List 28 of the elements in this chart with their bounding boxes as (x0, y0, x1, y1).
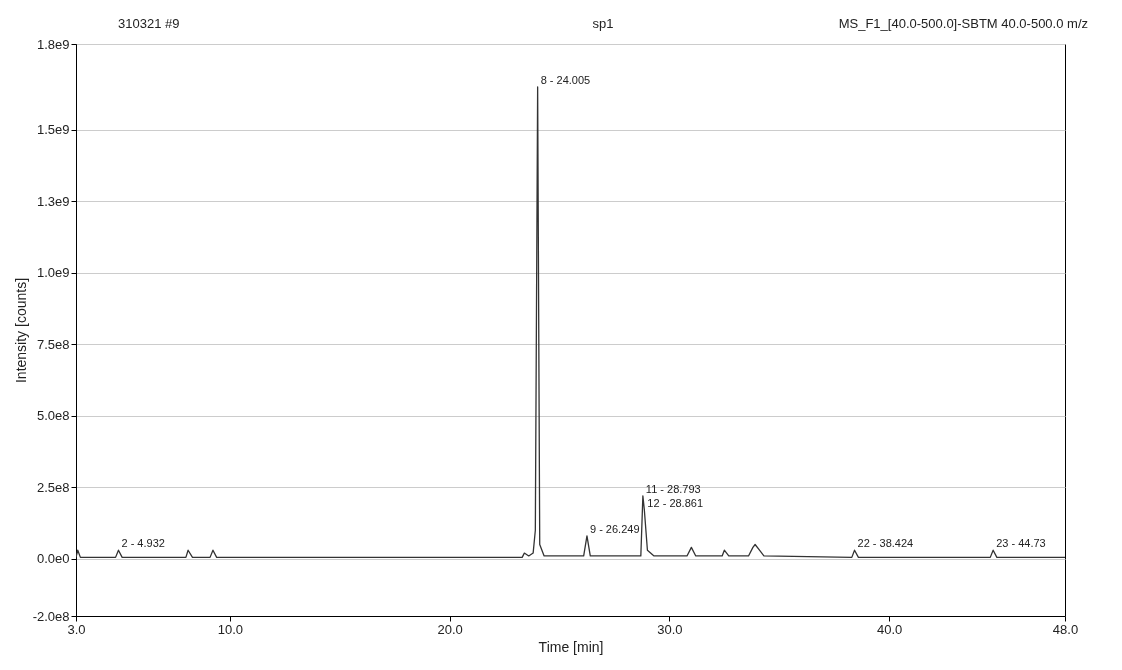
x-tick-label: 20.0 (437, 621, 463, 637)
annotation: 23 - 44.73 (996, 537, 1046, 550)
x-axis-title: Time [min] (538, 638, 604, 655)
line-series (76, 86, 1065, 559)
y-tick-label: 7.5e8 (36, 336, 70, 352)
y-tick-label: 1.0e9 (36, 265, 70, 281)
y-tick-label: 1.5e9 (36, 122, 70, 138)
x-tick-label: 40.0 (877, 621, 903, 637)
text: 310321 #9 (118, 16, 180, 31)
chart-title: sp1 (592, 16, 614, 31)
annotation: 2 - 4.932 (121, 537, 165, 550)
y-tick-label: 5.0e8 (36, 408, 70, 424)
y-tick-label: 1.3e9 (36, 193, 70, 209)
y-tick-label: 2.5e8 (36, 479, 70, 495)
x-tick-label: 3.0 (67, 621, 86, 637)
y-axis-title: Intensity [counts] (12, 277, 29, 384)
annotation: 11 - 28.793 (645, 482, 701, 495)
annotation: 12 - 28.861 (647, 497, 704, 510)
y-tick-label: 0.0e0 (36, 551, 70, 567)
chart-subtitle: MS_F1_[40.0-500.0]-SBTM 40.0-500.0 m/z (838, 16, 1088, 31)
annotation: 9 - 26.249 (589, 522, 640, 535)
y-tick-label: 1.8e9 (36, 36, 70, 52)
y-tick-label: -2.0e8 (32, 608, 70, 624)
annotation: 8 - 24.005 (540, 73, 591, 86)
annotation: 22 - 38.424 (857, 537, 914, 550)
x-tick-label: 48.0 (1052, 621, 1079, 637)
x-tick-label: 30.0 (657, 621, 683, 637)
x-tick-label: 10.0 (217, 621, 243, 637)
